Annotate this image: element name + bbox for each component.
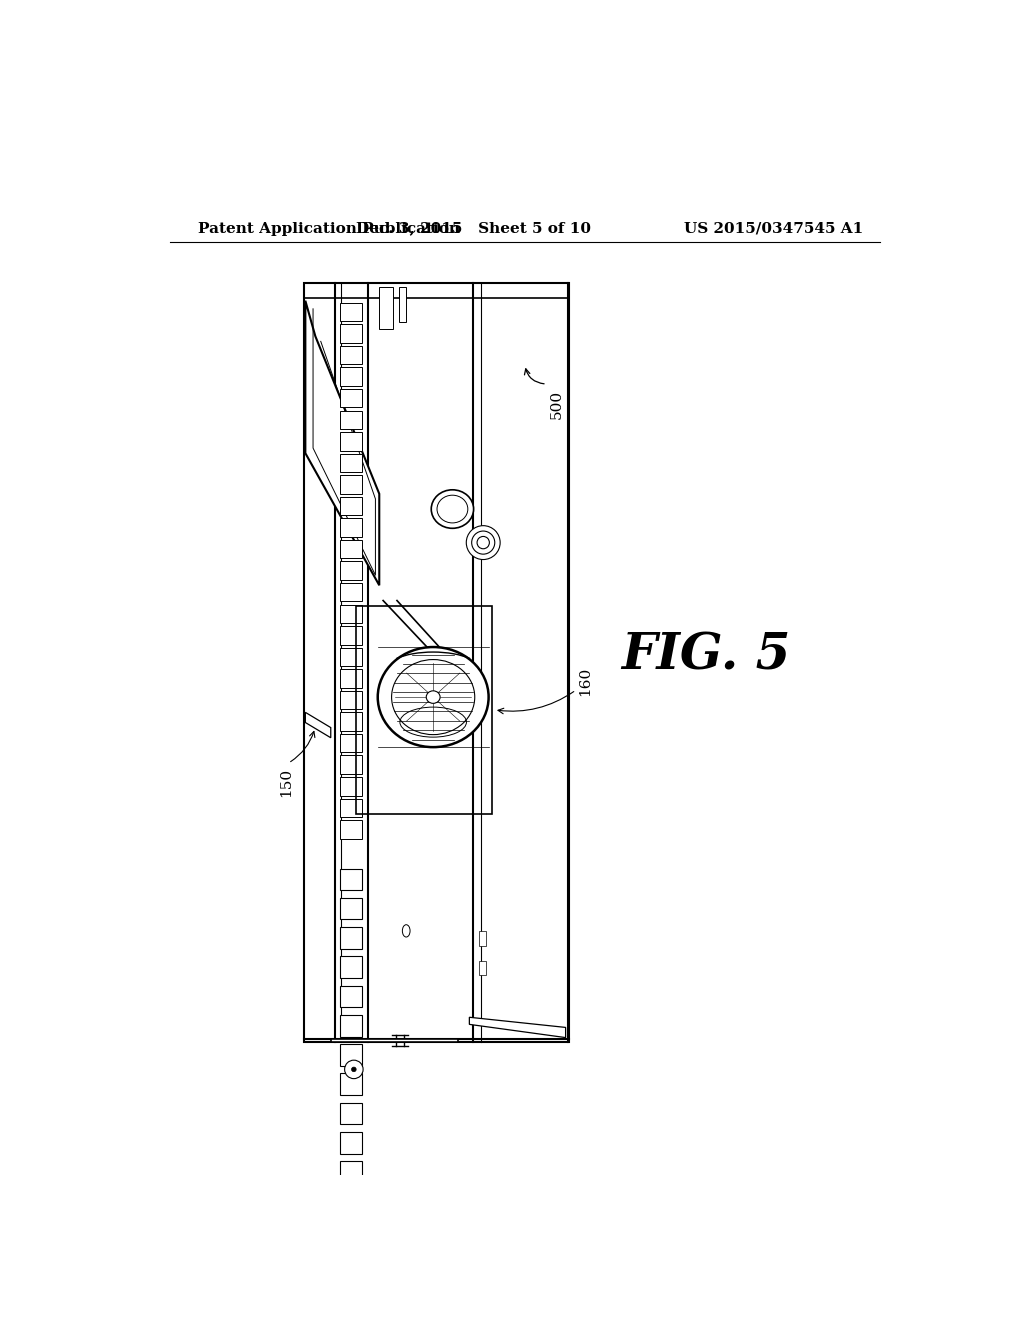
Text: US 2015/0347545 A1: US 2015/0347545 A1 xyxy=(684,222,863,235)
Bar xyxy=(340,367,361,385)
Ellipse shape xyxy=(402,925,410,937)
Bar xyxy=(340,1220,361,1241)
Bar xyxy=(340,957,361,978)
Bar xyxy=(340,755,361,774)
Polygon shape xyxy=(305,713,331,738)
Bar xyxy=(340,690,361,709)
Circle shape xyxy=(472,531,495,554)
Bar xyxy=(340,1015,361,1036)
Bar xyxy=(340,605,361,623)
Bar xyxy=(479,931,485,946)
Ellipse shape xyxy=(431,490,473,528)
Bar xyxy=(340,626,361,644)
Bar xyxy=(379,286,393,330)
Circle shape xyxy=(345,1060,364,1078)
Bar xyxy=(340,669,361,688)
Bar xyxy=(340,583,361,602)
Text: Dec. 3, 2015   Sheet 5 of 10: Dec. 3, 2015 Sheet 5 of 10 xyxy=(356,222,591,235)
Text: 160: 160 xyxy=(578,667,592,697)
Bar xyxy=(340,1073,361,1096)
Bar xyxy=(304,284,569,1043)
Bar xyxy=(340,454,361,473)
Bar xyxy=(479,961,485,975)
Bar xyxy=(340,820,361,838)
Bar xyxy=(340,1162,361,1183)
Bar xyxy=(340,986,361,1007)
Circle shape xyxy=(477,536,489,549)
Ellipse shape xyxy=(426,690,440,704)
Text: 150: 150 xyxy=(279,768,293,797)
Bar xyxy=(340,475,361,494)
Ellipse shape xyxy=(391,660,475,735)
Bar xyxy=(340,302,361,321)
Polygon shape xyxy=(469,1018,565,1038)
Bar xyxy=(340,898,361,920)
Ellipse shape xyxy=(378,647,488,747)
Circle shape xyxy=(466,525,500,560)
Ellipse shape xyxy=(437,495,468,523)
Text: 500: 500 xyxy=(549,391,563,420)
Bar xyxy=(340,561,361,579)
Bar xyxy=(356,606,493,814)
Bar xyxy=(340,496,361,515)
Text: FIG. 5: FIG. 5 xyxy=(622,632,791,681)
Bar xyxy=(340,325,361,343)
Bar xyxy=(340,346,361,364)
Bar xyxy=(340,777,361,796)
Bar xyxy=(340,648,361,667)
Bar xyxy=(340,1133,361,1154)
Text: Patent Application Publication: Patent Application Publication xyxy=(198,222,460,235)
Bar xyxy=(340,389,361,408)
Bar xyxy=(340,540,361,558)
Circle shape xyxy=(351,1067,356,1072)
Bar xyxy=(340,432,361,450)
Bar xyxy=(340,1191,361,1212)
Bar xyxy=(340,411,361,429)
Bar xyxy=(340,519,361,537)
Bar xyxy=(340,1044,361,1065)
Bar xyxy=(340,713,361,731)
Bar xyxy=(340,734,361,752)
Bar xyxy=(340,799,361,817)
Bar xyxy=(340,1102,361,1125)
Bar xyxy=(398,286,407,322)
Bar xyxy=(340,927,361,949)
Bar xyxy=(340,869,361,890)
Bar xyxy=(331,1039,458,1043)
Polygon shape xyxy=(305,301,379,585)
